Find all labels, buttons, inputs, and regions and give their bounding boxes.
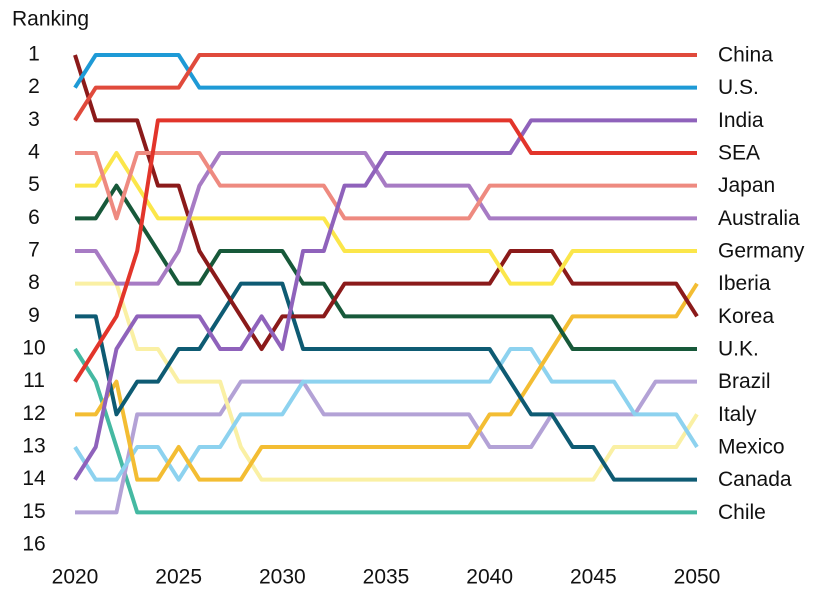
y-tick-label: 13 [22,435,45,458]
series-line [75,151,697,286]
y-tick-label: 6 [28,206,40,229]
x-tick-label: 2045 [570,566,617,589]
series-line [73,347,697,515]
series-label: India [718,109,764,132]
y-tick-label: 12 [22,402,45,425]
series-line [73,118,697,383]
series-line [75,183,697,351]
y-tick-label: 9 [28,304,40,327]
y-tick-label: 14 [22,467,46,490]
y-tick-label: 11 [23,369,45,392]
series-label: U.K. [718,338,759,361]
y-tick-label: 16 [22,533,45,556]
series-label: Korea [718,305,774,328]
y-tick-label: 1 [28,43,40,66]
series-line [73,347,699,482]
series-line [75,282,699,482]
y-tick-label: 8 [28,271,40,294]
x-tick-label: 2035 [363,566,410,589]
series-line [73,54,699,351]
series-line [73,53,697,122]
y-tick-label: 10 [22,337,45,360]
series-label: Germany [718,240,805,263]
x-tick-label: 2040 [466,566,513,589]
series-label: U.S. [718,76,759,99]
y-tick-label: 3 [28,108,40,131]
series-line [73,53,697,90]
series-line [75,151,697,286]
y-tick-label: 5 [28,173,40,196]
series-label: China [718,44,773,67]
series-label: Australia [718,207,800,230]
series-line [75,281,697,482]
y-axis-label: Ranking [12,8,89,31]
series-line [75,281,699,482]
x-tick-label: 2030 [259,566,306,589]
y-tick-label: 15 [22,500,45,523]
y-tick-label: 4 [28,141,40,164]
series-label: Iberia [718,272,771,295]
y-tick-label: 7 [28,239,40,262]
series-label: Chile [718,501,766,524]
series-line [75,151,697,221]
x-tick-label: 2050 [674,566,721,589]
series-line [75,379,697,515]
series-label: Canada [718,468,792,491]
series-label: Mexico [718,436,785,459]
x-tick-label: 2025 [155,566,202,589]
series-label: SEA [718,142,760,165]
y-tick-label: 2 [28,75,40,98]
x-tick-label: 2020 [52,566,99,589]
series-label: Japan [718,174,775,197]
series-label: Italy [718,403,757,426]
series-label: Brazil [718,370,771,393]
series-line [73,118,697,481]
